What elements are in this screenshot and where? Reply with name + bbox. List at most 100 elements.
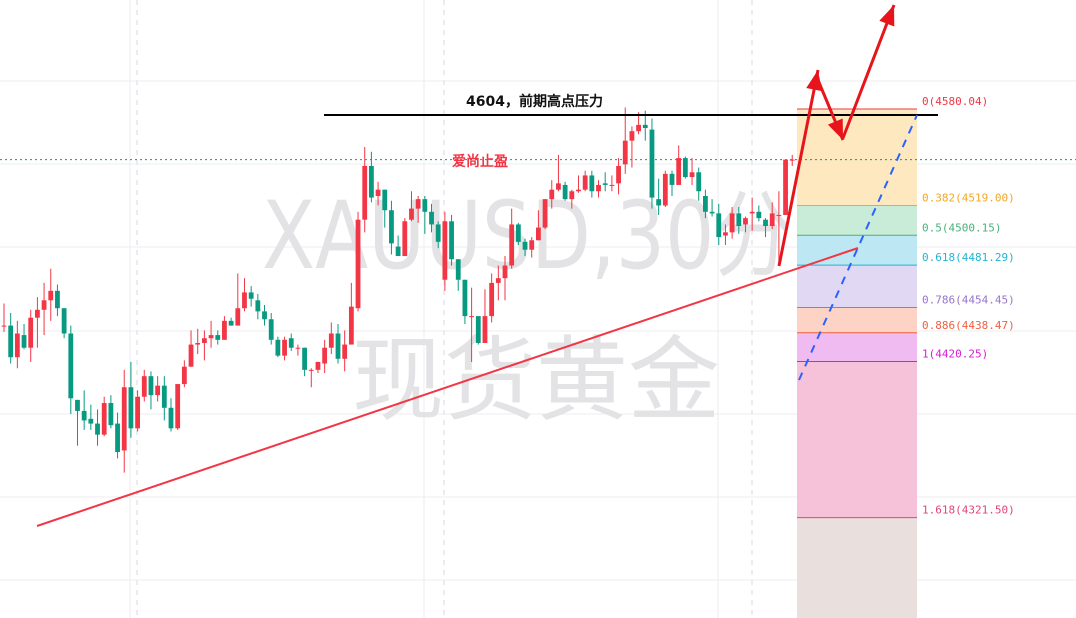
candle <box>88 404 94 430</box>
candle <box>402 218 408 257</box>
candle <box>268 312 274 345</box>
candle-body <box>783 159 788 215</box>
candle <box>161 376 167 421</box>
candle <box>395 235 401 257</box>
candle <box>181 360 187 388</box>
candle-body <box>696 172 702 192</box>
candle-body <box>28 317 34 348</box>
candle <box>135 390 140 432</box>
candle <box>669 170 675 196</box>
candle-body <box>141 376 147 397</box>
fib-level-label: 0.886(4438.47) <box>922 319 1015 332</box>
candle-body <box>389 210 394 244</box>
candle <box>255 293 261 320</box>
candle-body <box>155 385 161 396</box>
fib-band <box>797 205 917 236</box>
projection-dashed-line[interactable] <box>798 114 918 381</box>
candle <box>322 339 328 374</box>
support-trendline[interactable] <box>36 247 859 527</box>
candle <box>689 158 695 185</box>
candle <box>569 189 575 209</box>
candle <box>315 361 321 374</box>
fibonacci-retracement[interactable]: 0(4580.04) 0.382(4519.00) 0.5(4500.15) 0.61… <box>797 95 1015 618</box>
candle-body <box>395 246 401 257</box>
candle-body <box>602 183 608 185</box>
candle-body <box>242 292 247 309</box>
fib-level-label: 0.618(4481.29) <box>922 251 1015 264</box>
candle <box>509 208 515 269</box>
fib-level-label: 0.5(4500.15) <box>922 221 1001 234</box>
candle <box>302 347 307 377</box>
fib-level-label: 0(4580.04) <box>922 95 988 108</box>
candle <box>783 159 788 215</box>
candle <box>21 324 27 350</box>
candle-body <box>769 213 775 227</box>
candle-body <box>776 214 782 216</box>
candle-body <box>308 369 314 371</box>
candle <box>649 118 655 209</box>
candle-body <box>556 183 561 190</box>
candle <box>789 154 795 166</box>
candle-body <box>415 199 421 209</box>
arrowhead-icon <box>827 118 843 140</box>
candle <box>115 412 120 459</box>
candle-body <box>562 184 568 200</box>
candle <box>469 287 474 362</box>
candle <box>14 320 20 369</box>
candle-body <box>1 325 7 327</box>
candle <box>409 191 414 222</box>
candle <box>335 324 341 364</box>
candle-body <box>589 175 595 192</box>
candle <box>462 279 468 325</box>
candle <box>455 259 461 291</box>
candle <box>348 282 354 345</box>
candle-body <box>295 347 301 349</box>
candle-body <box>135 396 140 429</box>
candle <box>489 273 495 323</box>
candle-body <box>188 344 194 367</box>
candle-body <box>749 211 755 214</box>
candle <box>522 238 528 257</box>
candle-body <box>642 124 648 129</box>
candle <box>549 180 555 209</box>
candle <box>756 205 762 222</box>
candle <box>542 199 548 230</box>
candle-body <box>121 387 127 451</box>
candle-body <box>101 403 107 435</box>
candle <box>515 222 521 245</box>
candle <box>108 395 114 429</box>
candle <box>609 175 615 192</box>
candle <box>282 336 287 361</box>
candle-body <box>282 339 287 356</box>
candle <box>155 376 161 402</box>
candle-body <box>68 333 74 399</box>
forecast-arrows[interactable] <box>777 4 896 267</box>
candle-body <box>41 300 47 310</box>
candle-body <box>502 265 508 279</box>
fib-band <box>797 265 917 308</box>
candle <box>95 409 100 446</box>
candle <box>41 282 47 336</box>
candle-body <box>549 189 555 200</box>
candle <box>676 145 682 185</box>
candle-body <box>636 124 641 132</box>
candle-body <box>629 131 635 141</box>
candle-body <box>302 347 307 370</box>
candle-body <box>536 227 541 241</box>
candle <box>228 317 234 326</box>
candle <box>422 195 428 234</box>
candle-body <box>222 320 227 340</box>
candle-body <box>576 189 581 192</box>
candle <box>736 207 742 234</box>
candle-body <box>716 213 722 238</box>
watermark-symbol: XAUUSD,30分 <box>262 182 792 291</box>
candle <box>442 211 448 291</box>
candle-body <box>743 218 748 225</box>
candle <box>342 330 348 372</box>
candle-body <box>255 300 261 312</box>
candle <box>763 218 768 238</box>
candles <box>1 107 795 473</box>
candle <box>308 368 314 388</box>
